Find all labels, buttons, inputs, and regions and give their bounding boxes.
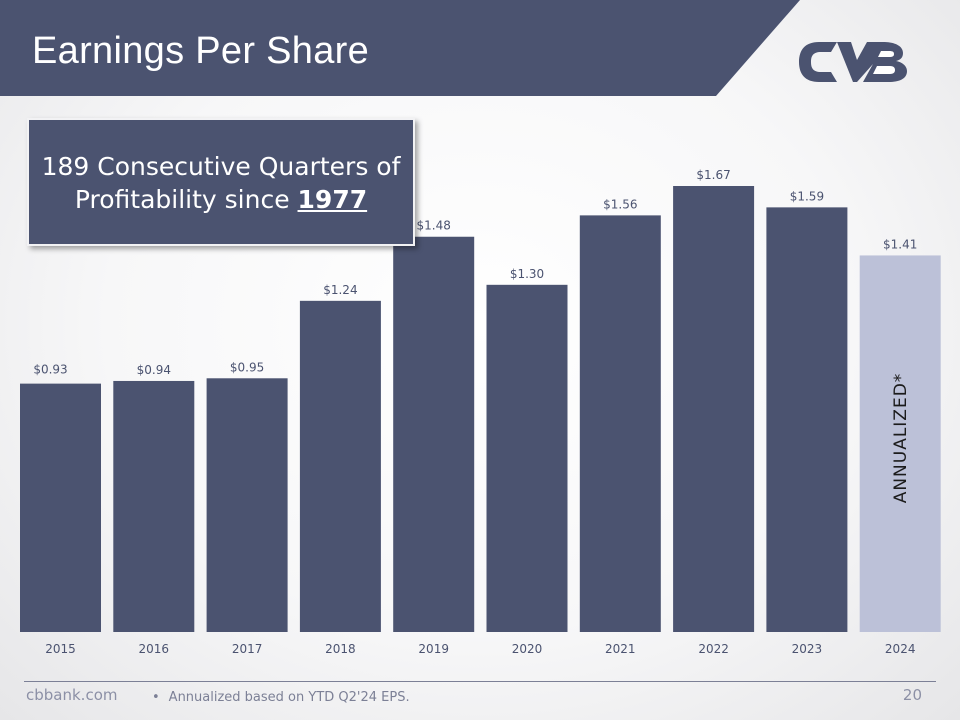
bar-2024 [859, 255, 941, 632]
callout-year: 1977 [297, 185, 368, 214]
bar-2021 [579, 215, 661, 632]
bar-2023 [766, 207, 848, 632]
page-number: 20 [902, 686, 922, 704]
footnote-bullet: • [152, 690, 160, 705]
value-label-2019: $1.48 [417, 219, 451, 233]
x-tick-label-2018: 2018 [325, 642, 356, 656]
footer-site-link[interactable]: cbbank.com [26, 686, 118, 704]
page-title: Earnings Per Share [32, 30, 370, 72]
callout-line-1: 189 Consecutive Quarters of [41, 152, 401, 181]
value-label-2024: $1.41 [883, 237, 917, 251]
x-tick-label-2024: 2024 [885, 642, 916, 656]
bar-2022 [673, 186, 755, 632]
value-label-2017: $0.95 [230, 360, 264, 374]
bar-2019 [393, 236, 475, 633]
x-tick-label-2022: 2022 [698, 642, 729, 656]
value-label-2022: $1.67 [696, 168, 730, 182]
value-label-2015: $0.93 [33, 363, 67, 377]
x-tick-label-2021: 2021 [605, 642, 636, 656]
cvb-logo-icon [799, 42, 907, 82]
bar-2017 [206, 378, 288, 632]
bar-2018 [299, 300, 381, 632]
value-label-2023: $1.59 [790, 189, 824, 203]
footnote: • Annualized based on YTD Q2'24 EPS. [152, 690, 410, 705]
bar-2016 [113, 380, 195, 632]
x-tick-label-2023: 2023 [792, 642, 823, 656]
x-tick-label-2019: 2019 [418, 642, 449, 656]
x-tick-label-2020: 2020 [512, 642, 543, 656]
footnote-text: Annualized based on YTD Q2'24 EPS. [168, 690, 410, 705]
bar-2015 [20, 383, 101, 632]
footer-divider [24, 681, 936, 682]
value-label-2018: $1.24 [323, 283, 357, 297]
profitability-callout: 189 Consecutive Quarters of Profitabilit… [27, 118, 415, 246]
title-banner [0, 0, 800, 96]
x-tick-label-2015: 2015 [45, 642, 76, 656]
value-label-2016: $0.94 [137, 363, 171, 377]
value-label-2020: $1.30 [510, 267, 544, 281]
x-tick-label-2016: 2016 [139, 642, 170, 656]
x-tick-label-2017: 2017 [232, 642, 263, 656]
value-label-2021: $1.56 [603, 197, 637, 211]
callout-line-2-prefix: Profitability since [74, 185, 298, 214]
annualized-label: ANNUALIZED* [891, 373, 911, 504]
bar-2020 [486, 284, 568, 632]
